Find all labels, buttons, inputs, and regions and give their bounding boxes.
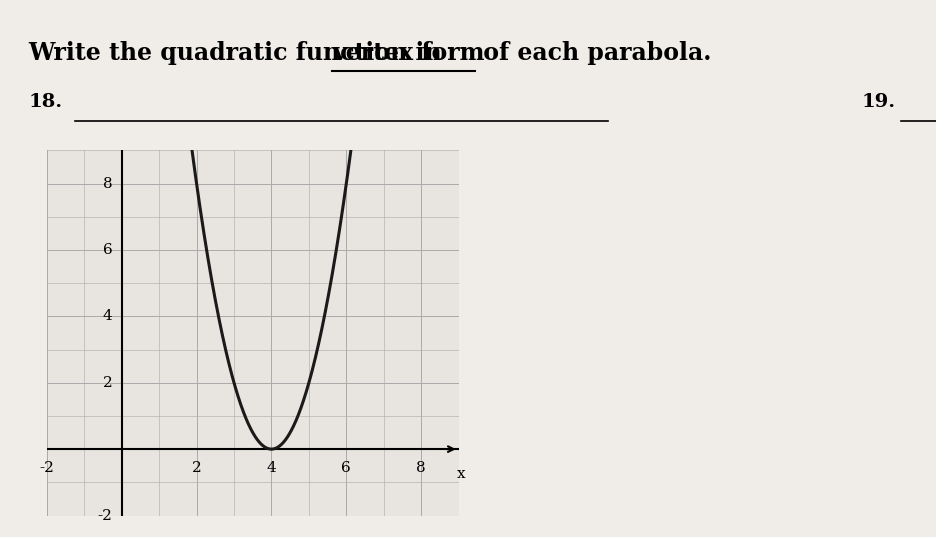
Text: 8: 8 <box>103 177 112 191</box>
Text: 8: 8 <box>417 461 426 475</box>
Text: 4: 4 <box>103 309 112 323</box>
Text: 2: 2 <box>103 376 112 390</box>
Text: 4: 4 <box>267 461 276 475</box>
Text: -2: -2 <box>39 461 54 475</box>
Text: x: x <box>457 467 465 481</box>
Text: 18.: 18. <box>28 93 62 111</box>
Text: 6: 6 <box>342 461 351 475</box>
Text: of each parabola.: of each parabola. <box>475 41 711 65</box>
Text: 2: 2 <box>192 461 201 475</box>
Text: 6: 6 <box>103 243 112 257</box>
Text: vertex form: vertex form <box>332 41 485 65</box>
Text: 19.: 19. <box>861 93 895 111</box>
Text: Write the quadratic function in: Write the quadratic function in <box>28 41 450 65</box>
Text: -2: -2 <box>97 509 112 523</box>
